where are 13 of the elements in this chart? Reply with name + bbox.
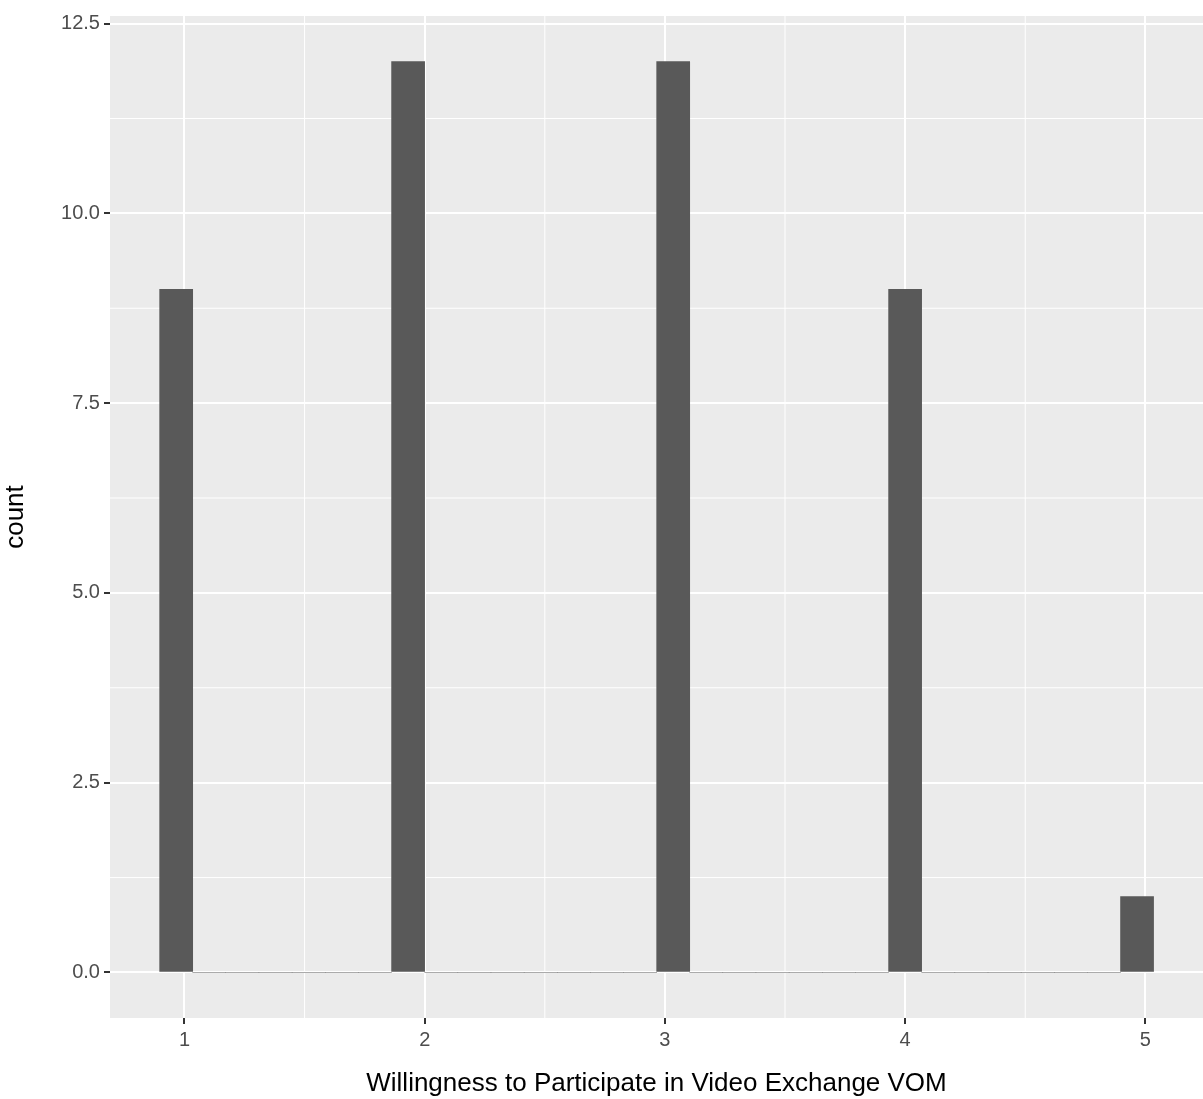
x-tick-label: 4	[899, 1027, 911, 1050]
x-tick-label: 2	[419, 1027, 431, 1050]
y-tick-label: 5.0	[72, 580, 100, 603]
y-tick-label: 10.0	[61, 200, 100, 223]
y-tick-label: 2.5	[72, 770, 100, 793]
y-tick-label: 12.5	[61, 11, 100, 34]
x-tick-label: 3	[659, 1027, 671, 1050]
y-tick-label: 7.5	[72, 390, 100, 413]
y-axis-title: count	[0, 484, 29, 549]
x-tick-label: 5	[1139, 1027, 1151, 1050]
y-tick-label: 0.0	[72, 959, 100, 982]
x-tick-label: 1	[178, 1027, 191, 1050]
x-axis-title: Willingness to Participate in Video Exchange VOM	[366, 1066, 947, 1097]
